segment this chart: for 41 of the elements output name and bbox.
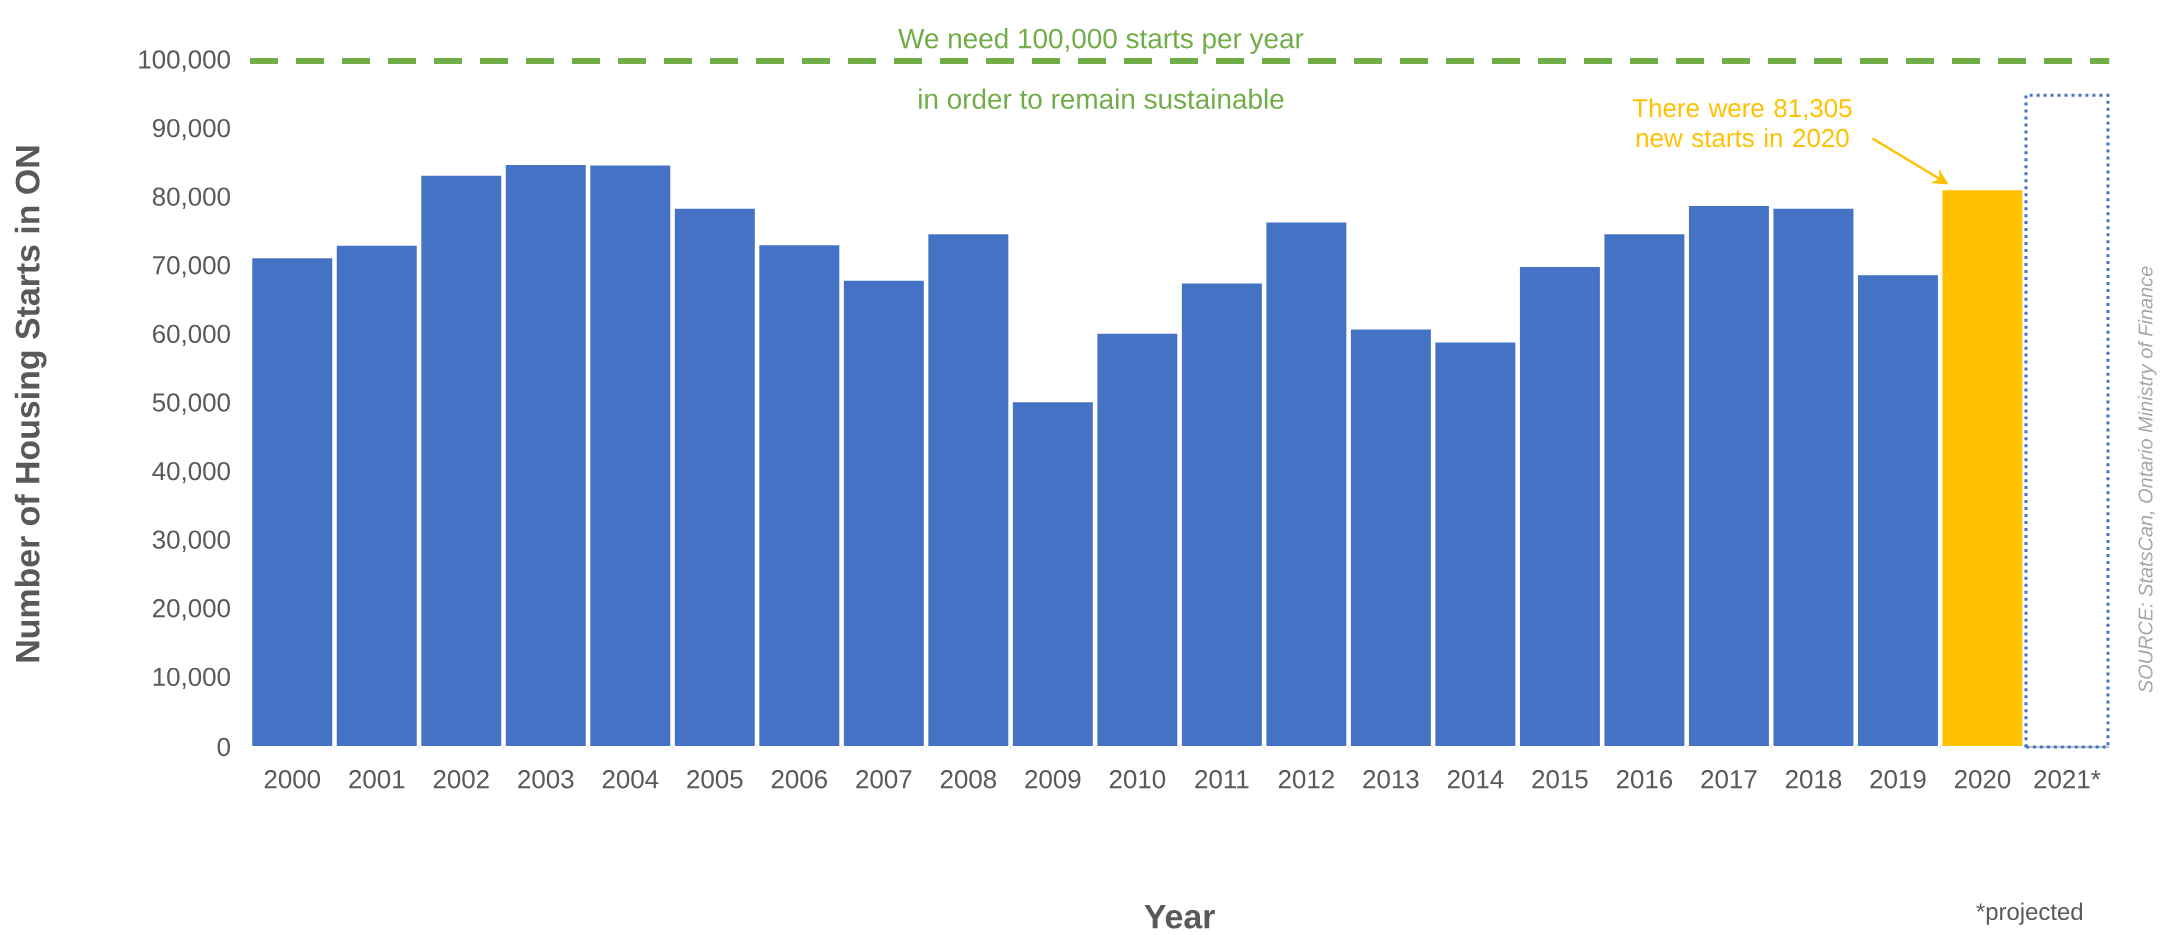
x-tick-label: 2004 bbox=[602, 769, 659, 789]
x-tick-label: 2009 bbox=[1025, 769, 1081, 789]
y-tick-label: 20,000 bbox=[153, 598, 230, 621]
x-axis-title: Year bbox=[1144, 904, 1215, 929]
x-tick-label: 2005 bbox=[687, 769, 743, 789]
x-tick-label: 2010 bbox=[1109, 769, 1166, 789]
y-tick-label: 70,000 bbox=[153, 255, 230, 278]
x-tick-label: 2000 bbox=[264, 769, 321, 789]
x-tick-label: 2008 bbox=[940, 769, 997, 789]
y-tick-label: 50,000 bbox=[152, 393, 230, 415]
x-tick-label: 2021* bbox=[2034, 769, 2101, 789]
x-tick-label: 2019 bbox=[1870, 769, 1926, 789]
x-tick-label: 2020 bbox=[1954, 769, 2011, 789]
x-tick-label: 2015 bbox=[1532, 769, 1588, 789]
text: *projected bbox=[1976, 902, 2083, 925]
x-tick-label: 2014 bbox=[1447, 769, 1504, 789]
x-tick-label: 2011 bbox=[1195, 769, 1249, 789]
y-tick-label: 80,000 bbox=[152, 187, 230, 209]
x-tick-label: 2003 bbox=[518, 769, 574, 789]
bar bbox=[2024, 93, 2110, 749]
x-tick-label: 2006 bbox=[771, 769, 827, 789]
y-tick-label: 30,000 bbox=[152, 530, 230, 552]
x-tick-label: 2018 bbox=[1785, 769, 1842, 789]
y-tick-label: 0 bbox=[217, 737, 230, 757]
y-tick-label: 60,000 bbox=[153, 324, 230, 346]
x-tick-label: 2013 bbox=[1363, 769, 1419, 789]
x-tick-label: 2012 bbox=[1278, 769, 1334, 789]
y-axis-title: Number of Housing Starts in ON bbox=[14, 146, 47, 662]
x-tick-label: 2017 bbox=[1701, 769, 1757, 789]
annotation: in order to remain sustainable bbox=[919, 88, 1284, 109]
x-tick-label: 2002 bbox=[433, 769, 489, 789]
x-tick-label: 2016 bbox=[1616, 769, 1673, 789]
y-tick-label: 10,000 bbox=[153, 667, 230, 689]
annotation: There were 81,305 new starts in 2020 bbox=[1632, 98, 1852, 148]
y-tick-label: 40,000 bbox=[152, 461, 230, 484]
ref-line-label: We need 100,000 starts per year bbox=[898, 27, 1304, 54]
x-tick-label: 2001 bbox=[349, 769, 405, 789]
source-note: SOURCE: StatsCan, Ontario Ministry of Finance bbox=[2137, 266, 2157, 693]
x-tick-label: 2007 bbox=[856, 769, 912, 789]
y-tick-label: 90,000 bbox=[152, 118, 230, 141]
y-tick-label: 100,000 bbox=[139, 50, 230, 72]
